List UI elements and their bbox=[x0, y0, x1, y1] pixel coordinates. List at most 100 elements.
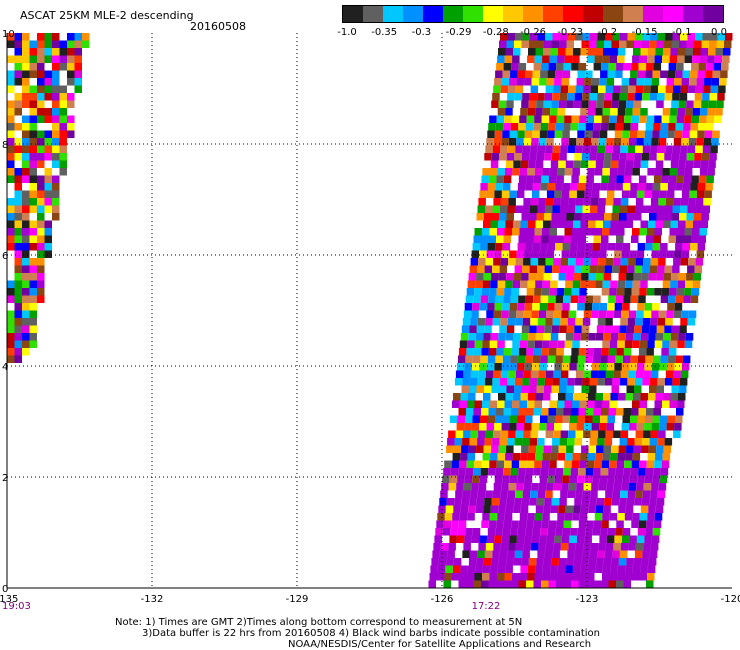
data-cell bbox=[7, 235, 15, 243]
data-cell bbox=[570, 295, 579, 303]
data-cell bbox=[444, 460, 452, 468]
data-cell bbox=[486, 138, 494, 146]
data-cell bbox=[566, 40, 574, 48]
data-cell bbox=[519, 168, 528, 176]
data-cell bbox=[489, 228, 497, 236]
data-cell bbox=[594, 400, 602, 408]
data-cell bbox=[7, 280, 15, 288]
data-cell bbox=[592, 303, 600, 311]
data-cell bbox=[478, 370, 486, 378]
data-cell bbox=[540, 243, 548, 251]
data-cell bbox=[505, 280, 513, 288]
data-cell bbox=[520, 565, 528, 573]
data-cell bbox=[7, 310, 15, 318]
data-cell bbox=[646, 580, 654, 588]
data-cell bbox=[520, 220, 528, 228]
data-cell bbox=[600, 528, 608, 536]
data-cell bbox=[560, 33, 568, 41]
data-cell bbox=[640, 565, 648, 573]
data-cell bbox=[37, 190, 45, 198]
data-cell bbox=[626, 40, 634, 48]
data-cell bbox=[561, 363, 570, 371]
data-cell bbox=[588, 558, 597, 566]
data-cell bbox=[591, 483, 599, 491]
data-cell bbox=[602, 565, 611, 573]
data-cell bbox=[501, 78, 510, 86]
data-cell bbox=[456, 535, 465, 543]
data-cell bbox=[14, 145, 22, 153]
data-cell bbox=[488, 295, 496, 303]
data-cell bbox=[583, 310, 592, 318]
data-cell bbox=[641, 273, 649, 281]
data-cell bbox=[678, 273, 687, 281]
data-cell bbox=[52, 85, 60, 93]
data-cell bbox=[7, 108, 15, 116]
data-cell bbox=[538, 138, 547, 146]
data-cell bbox=[512, 453, 521, 461]
data-cell bbox=[628, 370, 636, 378]
data-cell bbox=[634, 498, 642, 506]
data-cell bbox=[559, 325, 567, 333]
data-cell bbox=[564, 115, 572, 123]
data-cell bbox=[656, 213, 664, 221]
data-cell bbox=[620, 198, 629, 206]
data-cell bbox=[620, 258, 629, 266]
data-cell bbox=[516, 78, 525, 86]
data-cell bbox=[495, 70, 503, 78]
data-cell bbox=[618, 333, 626, 341]
data-cell bbox=[541, 63, 549, 71]
data-cell bbox=[454, 378, 463, 386]
data-cell bbox=[675, 415, 683, 423]
data-cell bbox=[29, 265, 37, 273]
data-cell bbox=[652, 130, 660, 138]
data-cell bbox=[501, 423, 510, 431]
data-cell bbox=[564, 573, 572, 581]
data-cell bbox=[529, 498, 537, 506]
data-cell bbox=[595, 453, 603, 461]
data-cell bbox=[595, 108, 603, 116]
data-cell bbox=[519, 573, 527, 581]
data-cell bbox=[695, 205, 703, 213]
data-cell bbox=[677, 55, 685, 63]
data-cell bbox=[589, 498, 597, 506]
data-cell bbox=[652, 70, 661, 78]
data-cell bbox=[539, 78, 547, 86]
data-cell bbox=[633, 273, 642, 281]
data-cell bbox=[701, 213, 709, 221]
data-cell bbox=[473, 468, 481, 476]
data-cell bbox=[618, 100, 627, 108]
data-cell bbox=[640, 160, 649, 168]
data-cell bbox=[539, 130, 548, 138]
data-cell bbox=[37, 145, 45, 153]
data-cell bbox=[573, 333, 581, 341]
data-cell bbox=[517, 528, 526, 536]
data-cell bbox=[579, 573, 587, 581]
data-cell bbox=[29, 85, 37, 93]
data-cell bbox=[552, 145, 561, 153]
data-cell bbox=[715, 108, 723, 116]
data-cell bbox=[463, 310, 472, 318]
data-cell bbox=[641, 40, 649, 48]
data-cell bbox=[688, 310, 697, 318]
data-cell bbox=[44, 40, 52, 48]
data-cell bbox=[627, 378, 635, 386]
data-cell bbox=[545, 85, 554, 93]
data-cell bbox=[710, 145, 718, 153]
data-cell bbox=[603, 558, 612, 566]
note-line-3: NOAA/NESDIS/Center for Satellite Applica… bbox=[288, 639, 592, 650]
data-cell bbox=[453, 505, 461, 513]
data-cell bbox=[506, 558, 514, 566]
data-cell bbox=[544, 325, 552, 333]
data-cell bbox=[628, 483, 637, 491]
data-cell bbox=[37, 235, 45, 243]
data-cell bbox=[626, 153, 635, 161]
data-cell bbox=[550, 220, 558, 228]
data-cell bbox=[645, 468, 654, 476]
data-cell bbox=[560, 205, 568, 213]
data-cell bbox=[530, 198, 539, 206]
data-cell bbox=[466, 288, 475, 296]
x-tick-label: -129 bbox=[286, 594, 309, 605]
data-cell bbox=[573, 48, 581, 56]
data-cell bbox=[609, 400, 617, 408]
data-cell bbox=[540, 415, 548, 423]
